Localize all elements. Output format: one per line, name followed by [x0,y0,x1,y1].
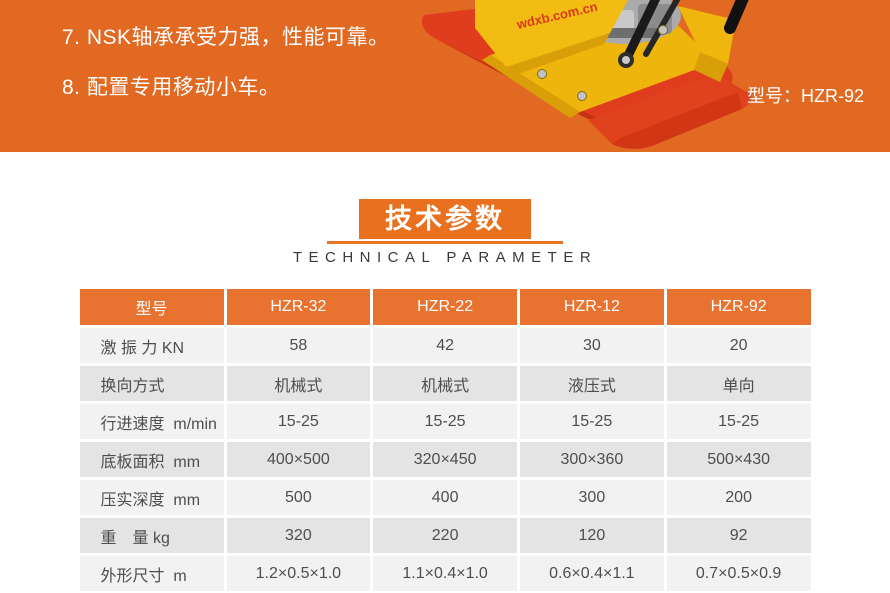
feature-point-7: 7. NSK轴承承受力强，性能可靠。 [62,26,390,49]
spec-cell: 30 [520,328,664,363]
model-number-label: 型号：HZR-92 [747,86,865,106]
spec-header-hzr22: HZR-22 [373,289,517,325]
spec-cell: 400 [373,480,517,515]
section-title-cn: 技术参数 [359,199,531,239]
spec-cell: 15-25 [226,404,371,439]
spec-cell: 1.2×0.5×1.0 [226,556,371,591]
spec-cell: 320 [226,518,371,553]
spec-cell: 1.1×0.4×1.0 [373,556,517,591]
spec-cell: 400×500 [226,442,371,477]
spec-cell: 20 [666,328,811,363]
spec-header-hzr92: HZR-92 [666,289,811,325]
spec-header-hzr12: HZR-12 [520,289,664,325]
title-underline [327,241,563,244]
section-title-en: TECHNICAL PARAMETER [292,249,598,266]
spec-row-label: 重 量 kg [79,518,224,553]
spec-cell: 15-25 [373,404,517,439]
spec-cell: 42 [373,328,517,363]
spec-cell: 300×360 [520,442,664,477]
spec-cell: 92 [666,518,811,553]
product-image: wdxb.com.cn [421,0,752,149]
spec-cell: 500×430 [666,442,811,477]
spec-cell: 500 [226,480,371,515]
spec-row-label: 行进速度 m/min [79,404,224,439]
spec-cell: 机械式 [226,366,371,401]
spec-cell: 15-25 [666,404,811,439]
section-title: 技术参数 TECHNICAL PARAMETER [0,199,890,266]
spec-row-label: 压实深度 mm [79,480,224,515]
spec-cell: 220 [373,518,517,553]
spec-row-label: 换向方式 [79,366,224,401]
spec-row-label: 底板面积 mm [79,442,224,477]
spec-cell: 120 [520,518,664,553]
spec-cell: 200 [666,480,811,515]
spec-cell: 0.6×0.4×1.1 [520,556,664,591]
spec-cell: 15-25 [520,404,664,439]
spec-cell: 0.7×0.5×0.9 [666,556,811,591]
feature-point-8: 8. 配置专用移动小车。 [62,76,281,99]
spec-row-label: 外形尺寸 m [79,556,224,591]
spec-header-model: 型号 [79,289,224,325]
promo-banner: 7. NSK轴承承受力强，性能可靠。 8. 配置专用移动小车。 wdxb.com… [0,0,890,152]
spec-cell: 58 [226,328,371,363]
spec-cell: 320×450 [373,442,517,477]
spec-table: 型号 HZR-32 HZR-22 HZR-12 HZR-92 激 振 力 KN … [79,289,811,591]
spec-header-hzr32: HZR-32 [226,289,371,325]
spec-cell: 液压式 [520,366,664,401]
spec-cell: 300 [520,480,664,515]
spec-row-label: 激 振 力 KN [79,328,224,363]
spec-cell: 单向 [666,366,811,401]
spec-cell: 机械式 [373,366,517,401]
